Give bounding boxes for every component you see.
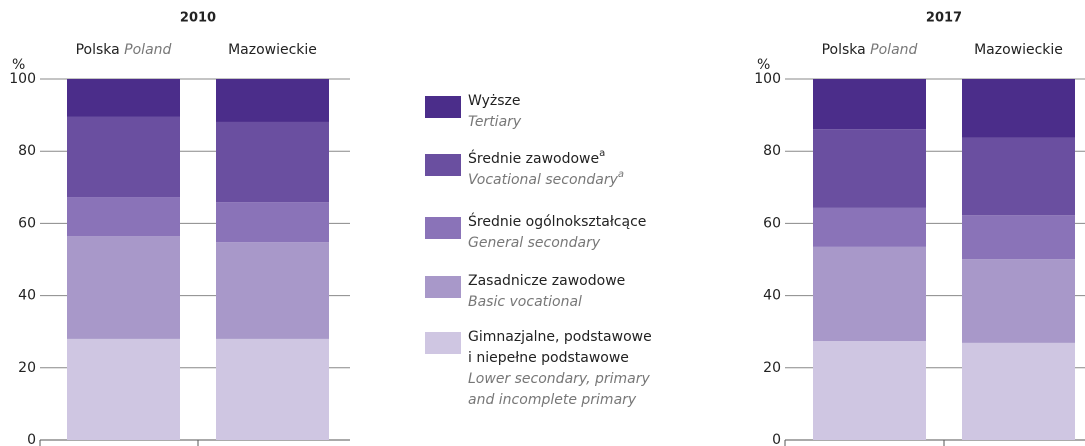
legend-translation: Tertiary xyxy=(468,114,522,130)
legend-name-en: Lower secondary, primary xyxy=(468,371,651,387)
bar-segment xyxy=(813,246,926,342)
y-tick-label: 40 xyxy=(18,288,36,304)
bar-segment xyxy=(216,202,329,243)
y-tick-label: 60 xyxy=(18,215,36,231)
category-label: Polska Poland xyxy=(76,42,172,58)
y-tick-label: 20 xyxy=(763,360,781,376)
legend-name: Gimnazjalne, podstawowe xyxy=(468,329,652,345)
bar-segment xyxy=(962,79,1075,138)
bar-segment xyxy=(216,242,329,339)
category-translation: Poland xyxy=(870,42,917,58)
category-translation: Poland xyxy=(124,42,171,58)
bar-segment xyxy=(216,79,329,122)
bar-segment xyxy=(67,236,180,339)
y-axis-label: % xyxy=(757,57,770,73)
chart-title: 2017 xyxy=(926,11,962,26)
y-tick-label: 20 xyxy=(18,360,36,376)
legend-name: Wyższe xyxy=(468,93,521,109)
legend-translation: General secondary xyxy=(468,235,601,251)
category-label: Polska Poland xyxy=(822,42,918,58)
legend-label: i niepełne podstawowe xyxy=(468,350,629,366)
legend-name-en: Vocational secondary xyxy=(468,172,619,188)
y-tick-label: 0 xyxy=(27,432,36,446)
legend-label: Średnie zawodowea xyxy=(468,148,605,167)
bar-segment xyxy=(67,338,180,440)
legend-label: Wyższe xyxy=(468,93,521,109)
bar-segment xyxy=(216,338,329,440)
legend-name-en: Tertiary xyxy=(468,114,522,130)
bar-segment xyxy=(216,121,329,203)
legend-translation: Vocational secondarya xyxy=(468,169,624,188)
legend-swatch xyxy=(425,96,461,118)
y-tick-label: 80 xyxy=(763,143,781,159)
legend-name-en: and incomplete primary xyxy=(468,392,637,408)
legend-swatch xyxy=(425,332,461,354)
bar-segment xyxy=(962,259,1075,343)
y-tick-label: 0 xyxy=(772,432,781,446)
category-name: Mazowieckie xyxy=(228,42,317,58)
legend-name: Zasadnicze zawodowe xyxy=(468,273,625,289)
category-label: Mazowieckie xyxy=(228,42,317,58)
bar-segment xyxy=(962,342,1075,440)
legend-note: a xyxy=(599,148,605,159)
legend-label: Gimnazjalne, podstawowe xyxy=(468,329,652,345)
y-tick-label: 80 xyxy=(18,143,36,159)
y-tick-label: 40 xyxy=(763,288,781,304)
legend-label: Średnie ogólnokształcące xyxy=(468,212,646,230)
y-axis-label: % xyxy=(12,57,25,73)
legend-swatch xyxy=(425,217,461,239)
bar-segment xyxy=(813,79,926,130)
bar-segment xyxy=(67,79,180,117)
legend-name: Średnie ogólnokształcące xyxy=(468,212,646,230)
bar-segment xyxy=(962,215,1075,260)
category-name: Mazowieckie xyxy=(974,42,1063,58)
y-tick-label: 100 xyxy=(754,71,781,87)
legend-swatch xyxy=(425,276,461,298)
bar-segment xyxy=(962,137,1075,216)
category-name: Polska xyxy=(822,42,866,58)
bar-segment xyxy=(67,197,180,237)
bar-segment xyxy=(813,341,926,440)
category-name: Polska xyxy=(76,42,120,58)
legend-note: a xyxy=(618,169,624,180)
bar-segment xyxy=(67,116,180,198)
y-tick-label: 100 xyxy=(9,71,36,87)
legend-swatch xyxy=(425,154,461,176)
legend-name: Średnie zawodowe xyxy=(468,149,599,167)
legend-name-en: General secondary xyxy=(468,235,601,251)
bar-segment xyxy=(813,207,926,247)
legend-translation: Basic vocational xyxy=(468,294,582,310)
legend-translation: Lower secondary, primary xyxy=(468,371,651,387)
y-tick-label: 60 xyxy=(763,215,781,231)
legend-label: Zasadnicze zawodowe xyxy=(468,273,625,289)
chart-title: 2010 xyxy=(180,11,216,26)
legend-name: i niepełne podstawowe xyxy=(468,350,629,366)
legend-name-en: Basic vocational xyxy=(468,294,582,310)
category-label: Mazowieckie xyxy=(974,42,1063,58)
bar-segment xyxy=(813,129,926,208)
legend-translation: and incomplete primary xyxy=(468,392,637,408)
